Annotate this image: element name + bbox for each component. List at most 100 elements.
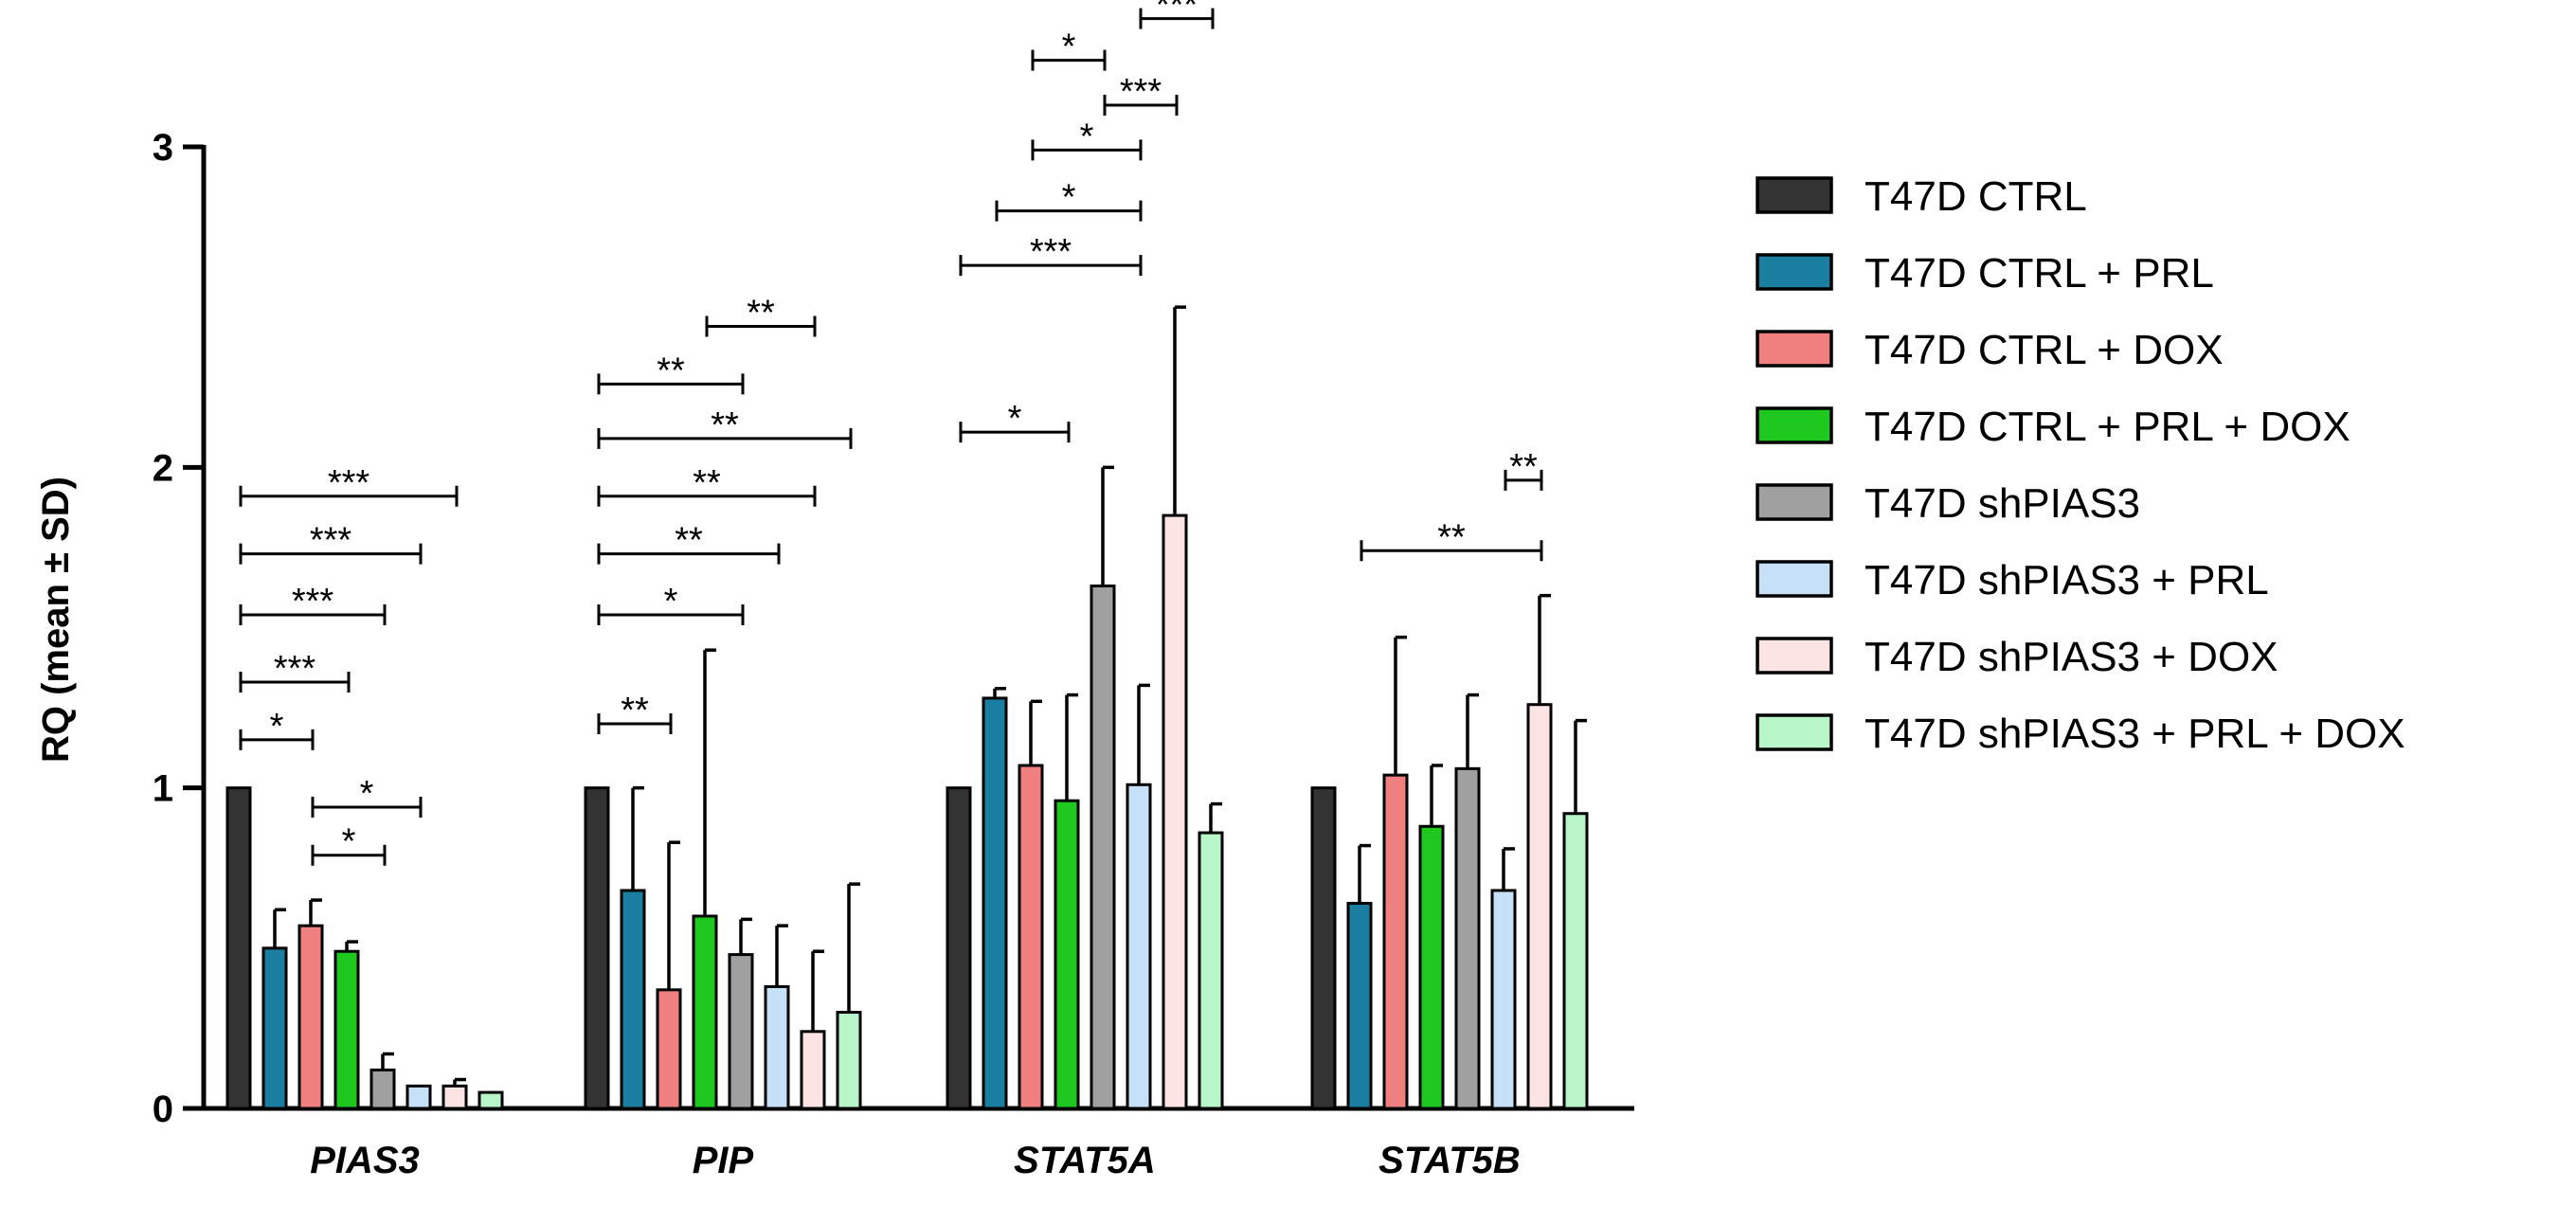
significance-bracket [1031,139,1143,161]
bar [1310,786,1337,1110]
legend-label: T47D CTRL [1864,173,2087,220]
bar [1526,703,1553,1110]
significance-label: *** [1030,232,1072,272]
bar [800,1030,826,1110]
legend-swatch [1756,253,1833,291]
significance-label: * [270,707,284,747]
legend-label: T47D shPIAS3 + PRL [1864,557,2269,603]
bar [225,786,252,1110]
bar [836,1011,862,1110]
significance-label: ** [747,293,775,333]
bar [333,949,360,1110]
legend-label: T47D CTRL + PRL + DOX [1864,404,2351,450]
legend-swatch [1756,560,1833,598]
significance-label: * [1080,117,1094,156]
significance-bracket [597,427,853,449]
legend-swatch [1756,330,1833,368]
legend: T47D CTRL T47D CTRL + PRL T47D CTRL + DOX T… [1756,173,2405,757]
bar [441,1084,468,1110]
significance-label: * [664,582,678,621]
significance-bracket [1360,540,1543,562]
significance-label: * [1008,399,1022,439]
y-tick-label: 0 [153,1089,173,1130]
significance-bracket [239,729,315,750]
significance-bracket [1504,469,1543,491]
significance-label: *** [310,521,352,561]
significance-bracket [239,603,387,625]
y-tick-label: 2 [153,447,173,489]
significance-bracket [239,485,459,507]
y-axis-label: RQ (mean ± SD) [35,477,77,763]
bar [369,1068,396,1110]
significance-bracket [995,200,1143,222]
legend-swatch [1756,176,1833,214]
x-axis-category-labels: PIAS3 PIP STAT5A STAT5B [310,1140,1521,1181]
bar [1162,513,1188,1110]
bar [297,924,324,1110]
bar [728,953,754,1110]
x-category-label: PIAS3 [310,1140,420,1181]
significance-bracket [311,844,387,866]
legend-swatch [1756,637,1833,675]
legend-label: T47D shPIAS3 [1864,480,2140,527]
significance-label: ** [711,405,739,445]
significance-brackets: ****************************************… [239,0,1543,866]
x-category-label: STAT5B [1378,1140,1521,1181]
significance-bracket [705,315,817,337]
legend-swatch [1756,483,1833,521]
bar [1418,824,1445,1110]
bar [584,786,610,1110]
legend-label: T47D CTRL + PRL [1864,250,2214,297]
x-category-label: STAT5A [1014,1140,1156,1181]
significance-label: ** [1509,447,1538,487]
significance-label: ** [657,351,685,390]
significance-bracket [959,255,1143,277]
bar [1018,764,1044,1110]
bar [982,696,1008,1110]
significance-label: *** [292,582,334,621]
significance-label: *** [328,463,370,503]
significance-bracket [597,713,673,734]
bar [946,786,972,1110]
bar [1126,783,1152,1110]
bar [620,889,646,1110]
legend-label: T47D CTRL + DOX [1864,327,2224,373]
bar [1090,585,1116,1110]
legend-swatch [1756,406,1833,444]
significance-bracket [1031,49,1107,71]
significance-label: * [360,774,374,814]
bar [656,988,682,1110]
significance-label: ** [675,521,703,561]
error-bars-group [273,305,1587,1087]
y-axis-ticks: 0 1 2 3 [153,127,204,1130]
significance-bracket [239,543,423,565]
significance-bracket [311,796,423,818]
bar [261,946,288,1110]
bar [1490,889,1517,1110]
bar [692,914,718,1110]
significance-label: ** [1437,517,1466,557]
significance-label: * [1062,178,1076,218]
legend-swatch [1756,713,1833,751]
significance-bracket [1103,95,1179,117]
bar [477,1090,504,1110]
y-tick-label: 1 [153,768,173,810]
significance-bracket [597,603,745,625]
y-tick-label: 3 [153,127,173,169]
significance-bracket [1139,8,1215,29]
bar [1054,799,1080,1110]
significance-bracket [959,422,1071,443]
bar [1346,901,1373,1110]
bar [1382,773,1409,1110]
bar [1454,766,1481,1110]
significance-label: ** [621,691,649,730]
significance-label: *** [1120,72,1162,112]
significance-label: *** [274,649,316,689]
bar [1562,812,1589,1110]
significance-label: * [1062,27,1076,67]
bar [1198,831,1224,1110]
legend-label: T47D shPIAS3 + PRL + DOX [1864,711,2405,757]
bars-group [225,513,1589,1110]
